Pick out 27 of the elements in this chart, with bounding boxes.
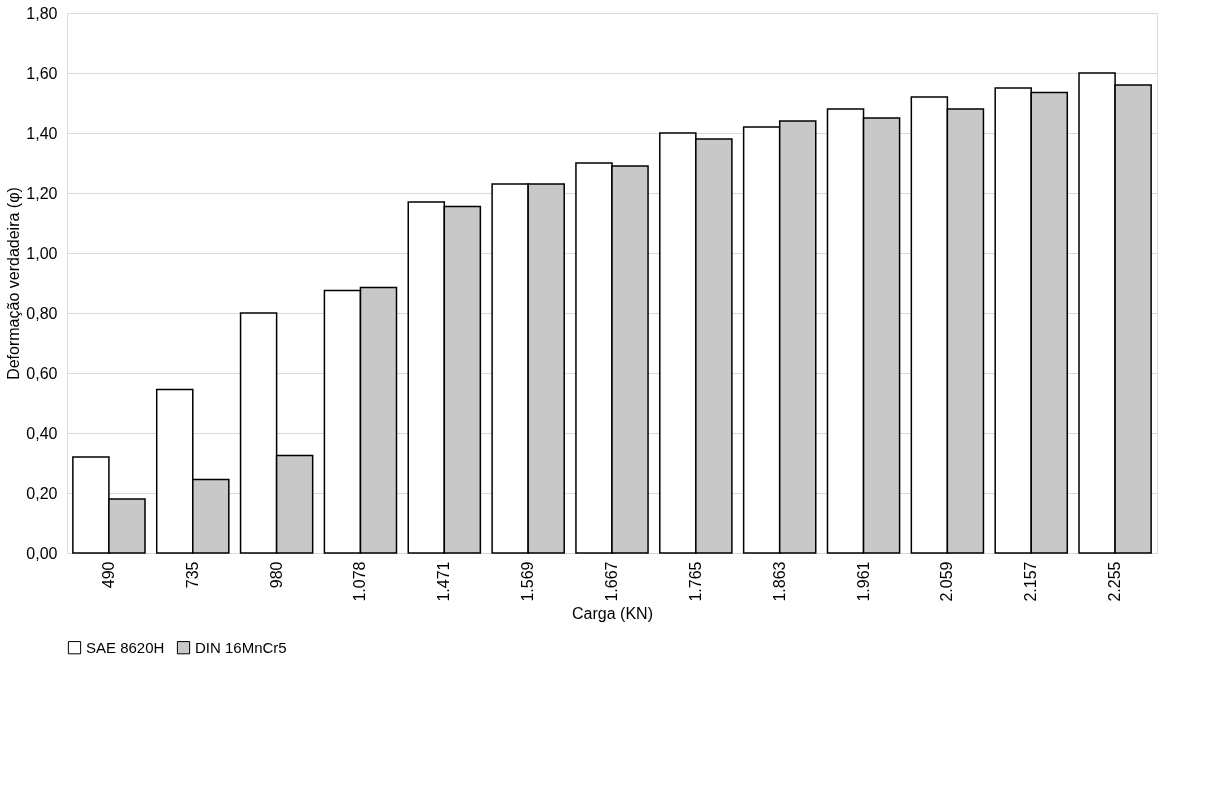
x-tick-label: 735	[183, 561, 201, 589]
x-axis-title: Carga (KN)	[572, 604, 653, 622]
x-tick-label: 1.961	[854, 561, 872, 602]
x-tick-label: 980	[267, 561, 285, 589]
y-tick-label: 0,60	[26, 364, 58, 382]
x-tick-label: 1.667	[603, 561, 620, 602]
y-tick-label: 0,20	[26, 484, 58, 502]
x-tick-label: 1.765	[686, 561, 704, 602]
y-tick-label: 0,80	[26, 304, 58, 322]
y-tick-label: 1,80	[26, 4, 58, 22]
legend-label: DIN 16MnCr5	[195, 638, 287, 656]
x-tick-label: 1.863	[770, 561, 788, 602]
x-tick-label: 490	[99, 561, 117, 589]
x-tick-label: 2.157	[1022, 561, 1040, 602]
y-tick-label: 1,60	[26, 64, 58, 82]
x-tick-label: 1.078	[351, 561, 369, 602]
legend-label: SAE 8620H	[86, 638, 165, 656]
y-tick-label: 0,40	[26, 424, 58, 442]
y-tick-label: 0,00	[26, 544, 58, 562]
x-tick-label: 2.255	[1106, 561, 1124, 602]
y-tick-label: 1,00	[26, 244, 58, 262]
y-axis-title: Deformação verdadeira (φ)	[5, 187, 23, 380]
y-tick-label: 1,20	[26, 184, 58, 202]
x-tick-label: 2.059	[938, 561, 956, 602]
x-tick-label: 1.569	[519, 561, 537, 602]
y-tick-label: 1,40	[26, 124, 58, 142]
x-tick-label: 1.471	[435, 561, 453, 602]
